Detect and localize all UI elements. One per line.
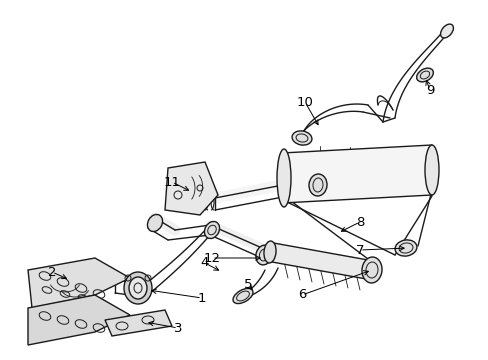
Text: 5: 5 (243, 279, 252, 292)
Ellipse shape (204, 221, 219, 239)
Ellipse shape (308, 174, 326, 196)
Text: 9: 9 (425, 84, 433, 96)
Polygon shape (267, 242, 371, 280)
Ellipse shape (233, 288, 252, 303)
Ellipse shape (440, 24, 452, 38)
Text: 6: 6 (297, 288, 305, 302)
Text: 4: 4 (201, 256, 209, 270)
Ellipse shape (276, 149, 290, 207)
Polygon shape (28, 295, 130, 345)
Ellipse shape (147, 215, 162, 231)
Text: 10: 10 (296, 95, 313, 108)
Ellipse shape (394, 240, 416, 256)
Text: 2: 2 (48, 266, 56, 279)
Text: 8: 8 (355, 216, 364, 229)
Ellipse shape (124, 272, 152, 304)
Polygon shape (28, 258, 130, 308)
Ellipse shape (255, 245, 272, 265)
Text: 7: 7 (355, 243, 364, 257)
Ellipse shape (416, 68, 432, 82)
Polygon shape (105, 310, 172, 336)
Text: 3: 3 (173, 321, 182, 334)
Ellipse shape (129, 277, 147, 299)
Text: 1: 1 (197, 292, 206, 305)
Ellipse shape (363, 259, 375, 281)
Polygon shape (282, 145, 431, 203)
Text: 11: 11 (163, 176, 180, 189)
Ellipse shape (264, 241, 276, 263)
Text: 12: 12 (203, 252, 220, 265)
Polygon shape (164, 162, 218, 215)
Ellipse shape (361, 257, 381, 283)
Ellipse shape (424, 145, 438, 195)
Ellipse shape (291, 131, 311, 145)
